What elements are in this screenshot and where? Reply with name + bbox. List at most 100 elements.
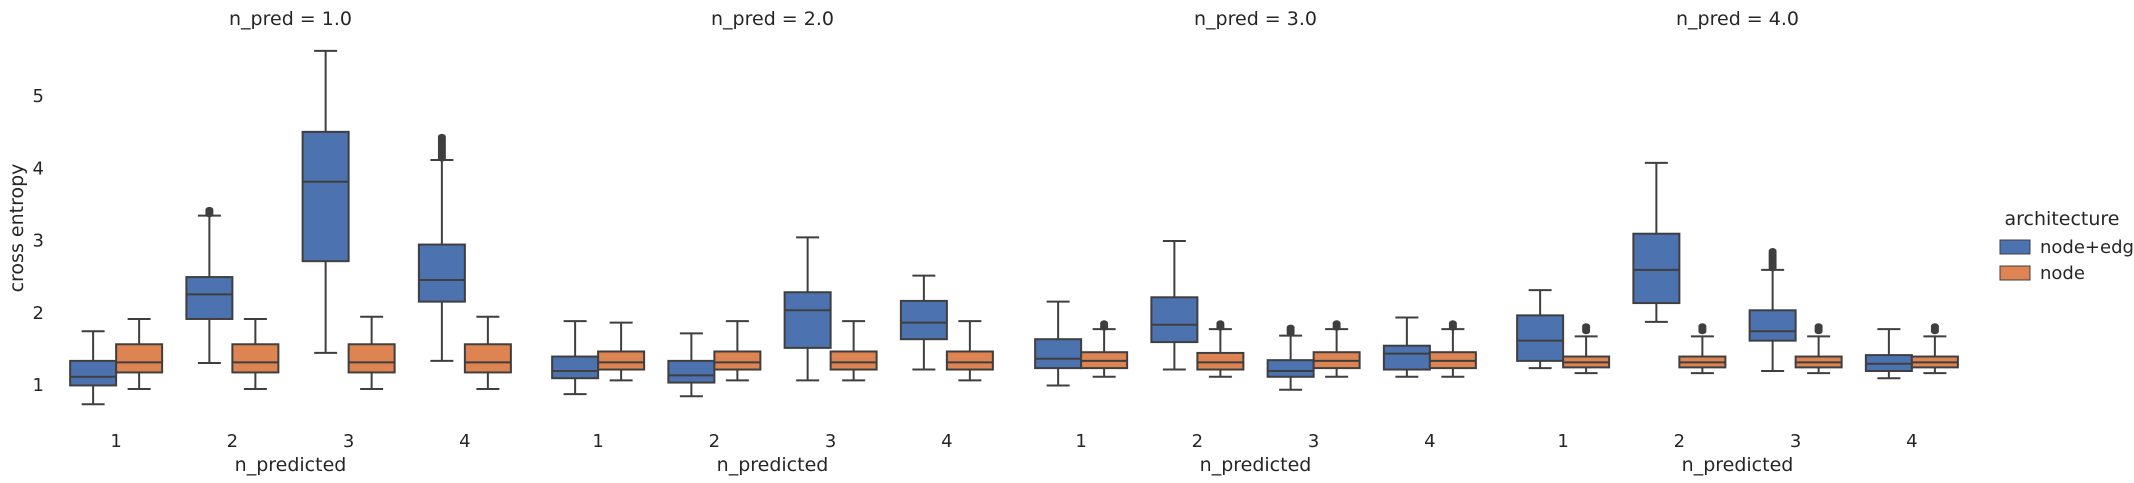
box-node xyxy=(1910,323,1959,375)
y-tick-label: 5 xyxy=(33,86,44,107)
box-rect xyxy=(667,359,716,384)
box-rect xyxy=(1034,338,1083,370)
box-rect xyxy=(69,359,118,387)
box-node xyxy=(713,320,762,382)
x-tick-label: 4 xyxy=(1906,431,1917,452)
box-node-edge xyxy=(667,332,716,398)
y-tick-label: 1 xyxy=(33,375,44,396)
box-node xyxy=(945,320,994,382)
x-tick-label: 1 xyxy=(1557,431,1568,452)
outlier-point xyxy=(1100,320,1109,327)
legend-label: node xyxy=(2040,263,2085,284)
x-axis-label: n_predicted xyxy=(235,454,347,476)
x-tick-label: 2 xyxy=(227,431,238,452)
outlier-point xyxy=(1448,320,1457,327)
panel-title: n_pred = 4.0 xyxy=(1676,8,1799,30)
box-node-edge xyxy=(899,274,948,371)
outlier-point xyxy=(1286,324,1295,331)
outlier-point xyxy=(1814,323,1823,330)
legend-title: architecture xyxy=(2005,208,2120,230)
outlier-point xyxy=(437,133,446,140)
outlier-point xyxy=(205,206,214,213)
x-tick-label: 2 xyxy=(1674,431,1685,452)
box-rect xyxy=(1516,314,1565,362)
x-tick-label: 1 xyxy=(592,431,603,452)
box-rect xyxy=(551,355,600,380)
box-node-edge xyxy=(1266,324,1315,391)
box-node-edge xyxy=(551,320,600,396)
x-tick-label: 4 xyxy=(459,431,470,452)
box-rect xyxy=(185,276,234,320)
outlier-point xyxy=(1216,320,1225,327)
y-axis-label: cross entropy xyxy=(6,164,28,293)
outlier-point xyxy=(1698,323,1707,330)
facet-panel: n_pred = 1.0 1 2 3 4 n_predicted xyxy=(69,8,512,476)
box-node xyxy=(597,321,646,382)
box-rect xyxy=(1748,309,1797,342)
box-node-edge xyxy=(1382,316,1431,378)
box-rect xyxy=(1632,232,1681,305)
box-node-edge xyxy=(1034,300,1083,387)
box-rect xyxy=(899,299,948,341)
x-axis-label: n_predicted xyxy=(717,454,829,476)
facet-panel: n_pred = 4.0 1 2 3 4 n_predicted xyxy=(1516,8,1959,476)
panel-title: n_pred = 2.0 xyxy=(711,8,834,30)
panel-title: n_pred = 3.0 xyxy=(1194,8,1317,30)
box-rect xyxy=(231,343,280,374)
y-tick-label: 4 xyxy=(33,158,44,179)
box-rect xyxy=(1266,359,1315,378)
outlier-point xyxy=(1332,320,1341,327)
legend-entries: node+edge node xyxy=(1999,237,2134,284)
box-node xyxy=(1794,323,1843,375)
box-rect xyxy=(783,291,832,349)
legend-swatch xyxy=(1999,239,2031,255)
box-node xyxy=(231,317,280,391)
y-axis-ticks: 1 2 3 4 5 xyxy=(33,86,44,396)
box-node-edge xyxy=(185,206,234,365)
legend-swatch xyxy=(1999,265,2031,281)
box-node xyxy=(115,317,164,391)
y-axis: cross entropy 1 2 3 4 5 xyxy=(6,86,44,396)
panel-title: n_pred = 1.0 xyxy=(229,8,352,30)
box-rect xyxy=(713,350,762,371)
x-tick-label: 2 xyxy=(1192,431,1203,452)
x-axis-label: n_predicted xyxy=(1200,454,1312,476)
y-tick-label: 3 xyxy=(33,231,44,252)
x-tick-label: 3 xyxy=(825,431,836,452)
legend-label: node+edge xyxy=(2040,237,2134,258)
box-rect xyxy=(463,343,512,374)
box-node-edge xyxy=(1516,289,1565,370)
outlier-point xyxy=(1768,248,1777,255)
legend: architecture node+edge node xyxy=(1999,208,2134,284)
box-node xyxy=(1562,323,1611,375)
y-tick-label: 2 xyxy=(33,303,44,324)
x-tick-label: 4 xyxy=(941,431,952,452)
x-tick-label: 3 xyxy=(343,431,354,452)
facet-panel: n_pred = 3.0 1 2 3 4 n_predicted xyxy=(1034,8,1477,476)
box-node xyxy=(1080,320,1129,378)
box-rect xyxy=(301,130,350,263)
box-node-edge xyxy=(1632,161,1681,323)
box-node-edge xyxy=(783,236,832,382)
x-tick-label: 3 xyxy=(1308,431,1319,452)
box-node xyxy=(347,315,396,391)
outlier-point xyxy=(1930,323,1939,330)
box-node xyxy=(829,320,878,382)
box-node xyxy=(1428,320,1477,378)
x-tick-label: 3 xyxy=(1790,431,1801,452)
box-node-edge xyxy=(417,133,466,362)
x-axis-label: n_predicted xyxy=(1682,454,1794,476)
outlier-point xyxy=(1582,323,1591,330)
box-rect xyxy=(945,350,994,371)
box-node-edge xyxy=(301,49,350,354)
box-rect xyxy=(597,350,646,371)
box-rect xyxy=(417,243,466,303)
box-node-edge xyxy=(69,330,118,406)
x-tick-label: 4 xyxy=(1424,431,1435,452)
facet-panels: n_pred = 1.0 1 2 3 4 n_predicted n_pred = 2.0 1… xyxy=(69,8,1959,476)
box-rect xyxy=(829,350,878,371)
box-node-edge xyxy=(1150,239,1199,371)
box-rect xyxy=(1150,296,1199,344)
box-rect xyxy=(347,343,396,374)
